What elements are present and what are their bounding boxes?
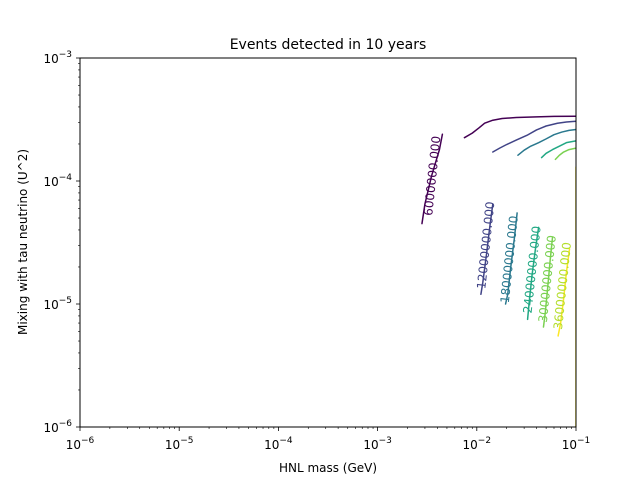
y-tick-label-base: 10 bbox=[43, 52, 58, 66]
x-tick-label-base: 10 bbox=[463, 438, 478, 452]
x-tick-label-base: 10 bbox=[66, 438, 81, 452]
contour-line-4-1 bbox=[542, 236, 554, 328]
y-tick-label: 10−4 bbox=[43, 173, 72, 189]
x-tick-label-base: 10 bbox=[363, 438, 378, 452]
x-axis-label: HNL mass (GeV) bbox=[279, 461, 377, 475]
x-tick-label-exponent: −3 bbox=[379, 436, 392, 446]
y-axis-label: Mixing with tau neutrino (U^2) bbox=[16, 149, 30, 335]
x-tick-label-exponent: −5 bbox=[180, 436, 193, 446]
x-tick-label-exponent: −2 bbox=[478, 436, 491, 446]
contour-line-3-1 bbox=[526, 226, 540, 321]
x-tick-label: 10−2 bbox=[463, 436, 492, 452]
x-tick-label-exponent: −1 bbox=[577, 436, 590, 446]
y-axis-ticks: 10−610−510−410−3 bbox=[43, 50, 80, 435]
y-tick-label-base: 10 bbox=[43, 298, 58, 312]
x-tick-label-exponent: −4 bbox=[279, 436, 293, 446]
x-tick-label-base: 10 bbox=[165, 438, 180, 452]
x-axis-ticks: 10−6 10−5 10−4 10−3 10−2 10−1 bbox=[66, 427, 591, 452]
y-tick-label-exponent: −6 bbox=[59, 419, 73, 429]
x-tick-label: 10−4 bbox=[264, 436, 293, 452]
y-tick-label: 10−5 bbox=[43, 296, 72, 312]
contour-line-5-1 bbox=[557, 248, 571, 337]
x-tick-label: 10−6 bbox=[66, 436, 95, 452]
contour-line-1-0 bbox=[492, 120, 576, 153]
contour-line-3-0 bbox=[540, 140, 576, 159]
chart-title: Events detected in 10 years bbox=[230, 37, 427, 53]
x-tick-label-base: 10 bbox=[264, 438, 279, 452]
x-tick-label-exponent: −6 bbox=[81, 436, 95, 446]
contour-lines bbox=[421, 115, 576, 427]
plot-frame bbox=[79, 57, 577, 428]
contour-line-0-1 bbox=[421, 133, 444, 225]
y-tick-label-exponent: −5 bbox=[59, 296, 72, 306]
x-tick-label: 10−5 bbox=[165, 436, 194, 452]
contour-line-2-0 bbox=[517, 128, 576, 156]
contour-line-1-1 bbox=[480, 203, 494, 296]
y-tick-label-base: 10 bbox=[43, 421, 58, 435]
y-tick-label: 10−3 bbox=[43, 50, 72, 66]
contour-line-0-0 bbox=[463, 115, 576, 139]
contour-line-4-0 bbox=[554, 147, 576, 161]
contour-line-2-1 bbox=[504, 212, 518, 305]
y-tick-label-exponent: −4 bbox=[59, 173, 73, 183]
x-tick-label: 10−3 bbox=[363, 436, 392, 452]
y-tick-label-exponent: −3 bbox=[59, 50, 72, 60]
x-tick-label-base: 10 bbox=[562, 438, 577, 452]
x-tick-label: 10−1 bbox=[562, 436, 591, 452]
y-tick-label: 10−6 bbox=[43, 419, 72, 435]
y-tick-label-base: 10 bbox=[43, 175, 58, 189]
